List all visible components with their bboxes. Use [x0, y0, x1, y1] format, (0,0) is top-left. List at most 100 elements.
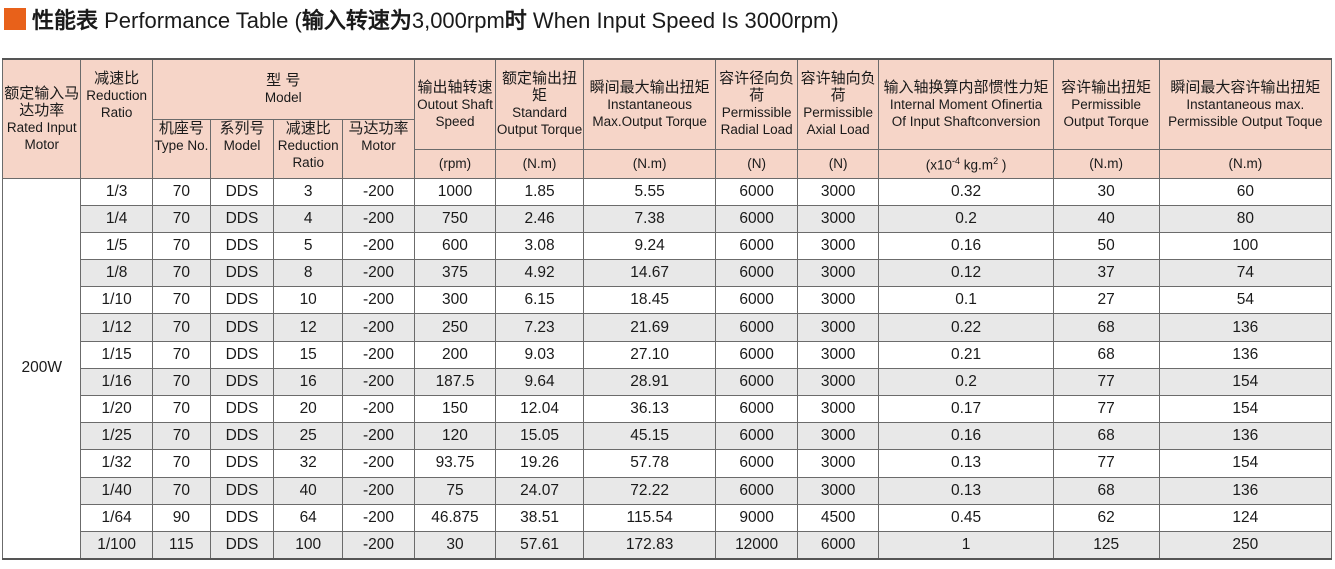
cell-type-no: 70 [151, 204, 211, 233]
header-type-no: 机座号 Type No. [151, 118, 211, 179]
table-row: 1/64 90 DDS 64 -200 46.875 38.51 115.54 9000 4500… [3, 503, 1333, 532]
unit-axial-load: (N) [796, 148, 880, 179]
cell-type-no: 70 [151, 259, 211, 288]
cell-inertia: 0.21 [878, 340, 1054, 369]
header-rated-motor: 额定输入马达功率 Rated Input Motor [1, 58, 82, 179]
cell-radial-load: 9000 [715, 503, 798, 532]
cell-motor: -200 [342, 503, 415, 532]
cell-radial-load: 6000 [715, 394, 798, 424]
header-motor: 马达功率 Motor [342, 118, 415, 179]
cell-permissible-torque: 68 [1052, 340, 1160, 369]
cell-axial-load: 3000 [796, 286, 880, 315]
cell-standard-torque: 9.64 [495, 367, 584, 397]
cell-sub-ratio: 4 [273, 204, 344, 233]
cell-radial-load: 6000 [715, 340, 798, 369]
cell-max-torque: 27.10 [582, 340, 717, 369]
cell-axial-load: 3000 [796, 231, 880, 261]
cell-permissible-torque: 40 [1052, 204, 1160, 233]
cell-radial-load: 6000 [715, 476, 798, 505]
cell-standard-torque: 12.04 [495, 394, 584, 424]
cell-type-no: 70 [151, 422, 211, 451]
table-row: 1/32 70 DDS 32 -200 93.75 19.26 57.78 6000 3000 0.… [3, 449, 1333, 478]
cell-axial-load: 3000 [796, 204, 880, 233]
cell-standard-torque: 24.07 [495, 476, 584, 505]
cell-type-no: 90 [151, 503, 211, 532]
header-permissible-torque: 容许输出扭矩 Permissible Output Torque [1052, 58, 1160, 150]
cell-series-model: DDS [209, 340, 275, 369]
unit-max-torque: (N.m) [582, 148, 717, 179]
cell-max-torque: 14.67 [582, 259, 717, 288]
cell-series-model: DDS [209, 259, 275, 288]
performance-table: 额定输入马达功率 Rated Input Motor 减速比 Reduction R… [1, 58, 1333, 561]
title-speed-value: 3,000rpm [411, 8, 505, 33]
cell-radial-load: 6000 [715, 204, 798, 233]
cell-sub-ratio: 100 [273, 530, 344, 560]
cell-output-speed: 75 [413, 476, 497, 505]
header-output-speed: 输出轴转速 Outout Shaft Speed [413, 58, 497, 150]
cell-motor: -200 [342, 449, 415, 478]
cell-type-no: 70 [151, 177, 211, 206]
header-standard-torque: 额定输出扭矩 Standard Output Torque [495, 58, 584, 150]
cell-standard-torque: 4.92 [495, 259, 584, 288]
cell-sub-ratio: 20 [273, 394, 344, 424]
cell-motor: -200 [342, 476, 415, 505]
cell-type-no: 70 [151, 367, 211, 397]
cell-permissible-max-torque: 124 [1158, 503, 1333, 532]
cell-axial-load: 6000 [796, 530, 880, 560]
cell-reduction-ratio: 1/3 [80, 177, 153, 206]
cell-permissible-torque: 125 [1052, 530, 1160, 560]
cell-inertia: 0.16 [878, 422, 1054, 451]
cell-series-model: DDS [209, 422, 275, 451]
cell-sub-ratio: 32 [273, 449, 344, 478]
header-inertia: 输入轴换算内部惯性力矩 Internal Moment Ofinertia Of I… [878, 58, 1054, 150]
cell-reduction-ratio: 1/100 [80, 530, 153, 560]
cell-series-model: DDS [209, 394, 275, 424]
cell-axial-load: 3000 [796, 340, 880, 369]
cell-sub-ratio: 40 [273, 476, 344, 505]
cell-sub-ratio: 8 [273, 259, 344, 288]
cell-inertia: 0.32 [878, 177, 1054, 206]
cell-permissible-torque: 37 [1052, 259, 1160, 288]
cell-permissible-max-torque: 100 [1158, 231, 1333, 261]
title-square-icon [4, 8, 26, 30]
cell-series-model: DDS [209, 177, 275, 206]
cell-axial-load: 3000 [796, 259, 880, 288]
unit-permissible-torque: (N.m) [1052, 148, 1160, 179]
cell-axial-load: 3000 [796, 177, 880, 206]
cell-motor: -200 [342, 367, 415, 397]
cell-standard-torque: 19.26 [495, 449, 584, 478]
cell-permissible-torque: 62 [1052, 503, 1160, 532]
cell-sub-ratio: 64 [273, 503, 344, 532]
cell-type-no: 70 [151, 313, 211, 342]
title-cn-when: 时 [504, 8, 527, 33]
cell-axial-load: 3000 [796, 476, 880, 505]
cell-output-speed: 300 [413, 286, 497, 315]
table-row: 1/12 70 DDS 12 -200 250 7.23 21.69 6000 3000 0.22 6… [3, 313, 1333, 342]
table-row: 1/4 70 DDS 4 -200 750 2.46 7.38 6000 3000 0.2 40 80 [3, 204, 1333, 233]
cell-axial-load: 3000 [796, 313, 880, 342]
cell-motor: -200 [342, 422, 415, 451]
cell-motor: -200 [342, 177, 415, 206]
table-row: 1/40 70 DDS 40 -200 75 24.07 72.22 6000 3000 0.13 6… [3, 476, 1333, 505]
table-row: 1/5 70 DDS 5 -200 600 3.08 9.24 6000 3000 0.16 50 10… [3, 231, 1333, 261]
title-en-when: When Input Speed Is 3000rpm) [526, 8, 839, 33]
cell-output-speed: 30 [413, 530, 497, 560]
cell-permissible-max-torque: 136 [1158, 422, 1333, 451]
cell-axial-load: 3000 [796, 394, 880, 424]
cell-motor: -200 [342, 394, 415, 424]
cell-permissible-max-torque: 136 [1158, 476, 1333, 505]
cell-type-no: 115 [151, 530, 211, 560]
header-series-model: 系列号 Model [209, 118, 275, 179]
table-row: 1/100 115 DDS 100 -200 30 57.61 172.83 12000 6000… [3, 530, 1333, 560]
cell-type-no: 70 [151, 340, 211, 369]
motor-power-cell: 200W [1, 177, 82, 560]
cell-output-speed: 46.875 [413, 503, 497, 532]
cell-max-torque: 28.91 [582, 367, 717, 397]
unit-standard-torque: (N.m) [495, 148, 584, 179]
cell-radial-load: 6000 [715, 449, 798, 478]
cell-series-model: DDS [209, 313, 275, 342]
cell-permissible-torque: 77 [1052, 367, 1160, 397]
cell-motor: -200 [342, 313, 415, 342]
cell-radial-load: 6000 [715, 422, 798, 451]
cell-radial-load: 12000 [715, 530, 798, 560]
